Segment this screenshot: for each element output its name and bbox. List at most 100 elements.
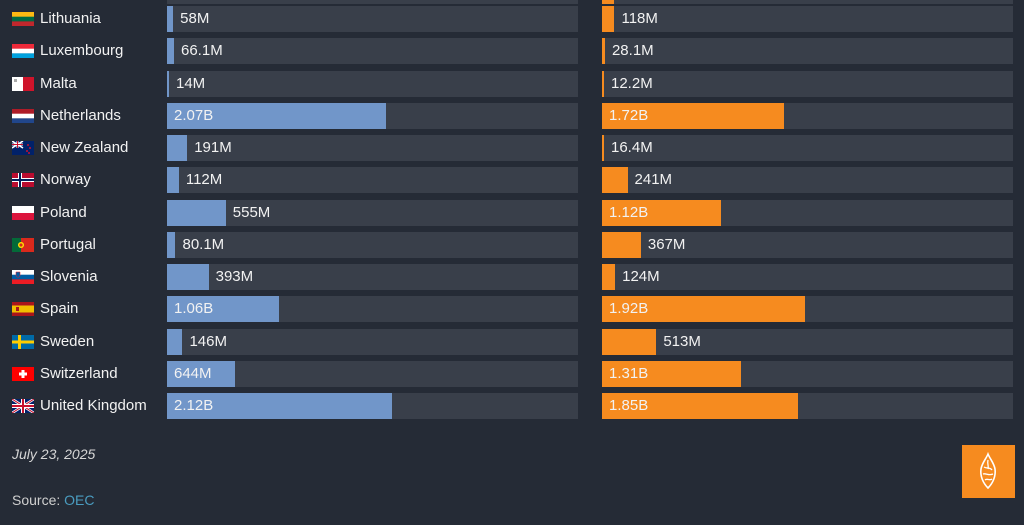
right-bar-partial [602,0,614,4]
left-value-label: 58M [180,10,210,27]
left-bar [167,296,280,323]
left-bar [167,328,183,355]
right-bar-track: 241M [602,167,1013,194]
left-value-label: 2.07B [174,106,214,124]
bar-chart: Lithuania 58M 118M Luxembourg 66.1M 28.1M Malt… [0,0,1024,419]
country-label: Poland [40,203,87,221]
chart-row: Luxembourg 66.1M 28.1M [0,38,1024,65]
luxembourg-flag-icon [12,44,34,59]
source-line: Source: OEC [12,492,94,508]
left-value-label: 2.12B [174,397,214,414]
portugal-flag-icon [12,237,34,252]
left-bar-track: 146M [167,328,578,355]
left-bar-track: 2.12B [167,393,578,419]
norway-flag-icon [12,173,34,188]
left-bar-track: 644M [167,360,578,387]
left-value-label: 644M [174,364,212,382]
left-bar [167,360,236,387]
left-bar-track: 555M [167,199,578,226]
right-bar-track: 1.31B [602,360,1013,387]
right-value-label: 12.2M [611,74,653,92]
left-bar-track: 112M [167,167,578,194]
poland-flag-icon [12,205,34,220]
right-bar [602,360,741,387]
publish-date: July 23, 2025 [12,446,96,462]
left-bar-track: 66.1M [167,38,578,65]
left-bar [167,70,169,97]
country-label: Netherlands [40,106,121,124]
right-bar-track: 513M [602,328,1013,355]
left-bar [167,199,226,226]
right-bar-track: 16.4M [602,135,1013,161]
sweden-flag-icon [12,334,34,349]
right-bar [602,231,641,258]
chart-row: Portugal 80.1M 367M [0,231,1024,258]
right-bar-track: 12.2M [602,70,1013,97]
left-bar [167,102,387,129]
switzerland-flag-icon [12,366,34,381]
slovenia-flag-icon [12,270,34,284]
right-bar [602,6,615,32]
country-label: Lithuania [40,10,101,27]
left-bar-track: 191M [167,135,578,161]
right-bar [602,102,785,129]
right-bar [602,199,721,226]
left-value-label: 14M [176,74,206,92]
right-bar-track: 1.72B [602,102,1013,129]
right-value-label: 118M [621,10,658,27]
chart-row: Switzerland 644M 1.31B [0,360,1024,387]
new-zealand-flag-icon [12,141,34,155]
left-bar-track: 2.07B [167,102,578,129]
right-value-label: 1.72B [609,106,649,124]
country-label: Malta [40,74,77,92]
left-value-label: 555M [232,203,271,221]
right-bar [602,70,604,97]
right-bar [602,393,798,419]
chart-row: Sweden 146M 513M [0,328,1024,355]
country-label: United Kingdom [40,397,147,414]
right-bar-track: 1.85B [602,393,1013,419]
chart-row: Slovenia 393M 124M [0,264,1024,290]
country-label: Spain [40,300,79,318]
left-value-label: 393M [215,268,254,285]
right-value-label: 16.4M [611,139,653,156]
chart-row: New Zealand 191M 16.4M [0,135,1024,161]
united-kingdom-flag-icon [12,399,34,413]
chart-row: Poland 555M 1.12B [0,199,1024,226]
right-value-label: 241M [634,171,673,189]
right-bar-track: 1.12B [602,199,1013,226]
logo-calligraphy-icon [980,451,996,490]
left-bar [167,135,188,161]
right-bar-track: 1.92B [602,296,1013,323]
right-bar-track-partial [602,0,1013,4]
left-bar [167,393,392,419]
left-bar [167,38,174,65]
right-bar-track: 124M [602,264,1013,290]
right-bar-track: 118M [602,6,1013,32]
left-value-label: 191M [194,139,232,156]
country-label: Norway [40,171,91,189]
left-bar [167,264,209,290]
right-value-label: 1.12B [609,203,649,221]
country-label: New Zealand [40,139,129,156]
right-value-label: 367M [647,235,686,253]
right-bar-track: 367M [602,231,1013,258]
chart-row: Malta 14M 12.2M [0,70,1024,97]
source-link[interactable]: OEC [64,492,95,508]
malta-flag-icon [12,76,34,91]
chart-row: Spain 1.06B 1.92B [0,296,1024,323]
right-bar [602,328,657,355]
right-bar [602,264,616,290]
right-bar [602,296,806,323]
chart-row: Lithuania 58M 118M [0,6,1024,32]
chart-row: United Kingdom 2.12B 1.85B [0,393,1024,419]
left-bar-track: 393M [167,264,578,290]
right-value-label: 1.92B [609,300,649,318]
right-value-label: 28.1M [611,42,654,60]
country-label: Portugal [40,235,96,253]
al-jazeera-logo [962,445,1015,498]
left-bar-track: 14M [167,70,578,97]
left-value-label: 66.1M [181,42,223,60]
left-bar-track: 58M [167,6,578,32]
source-label: Source: [12,492,65,508]
